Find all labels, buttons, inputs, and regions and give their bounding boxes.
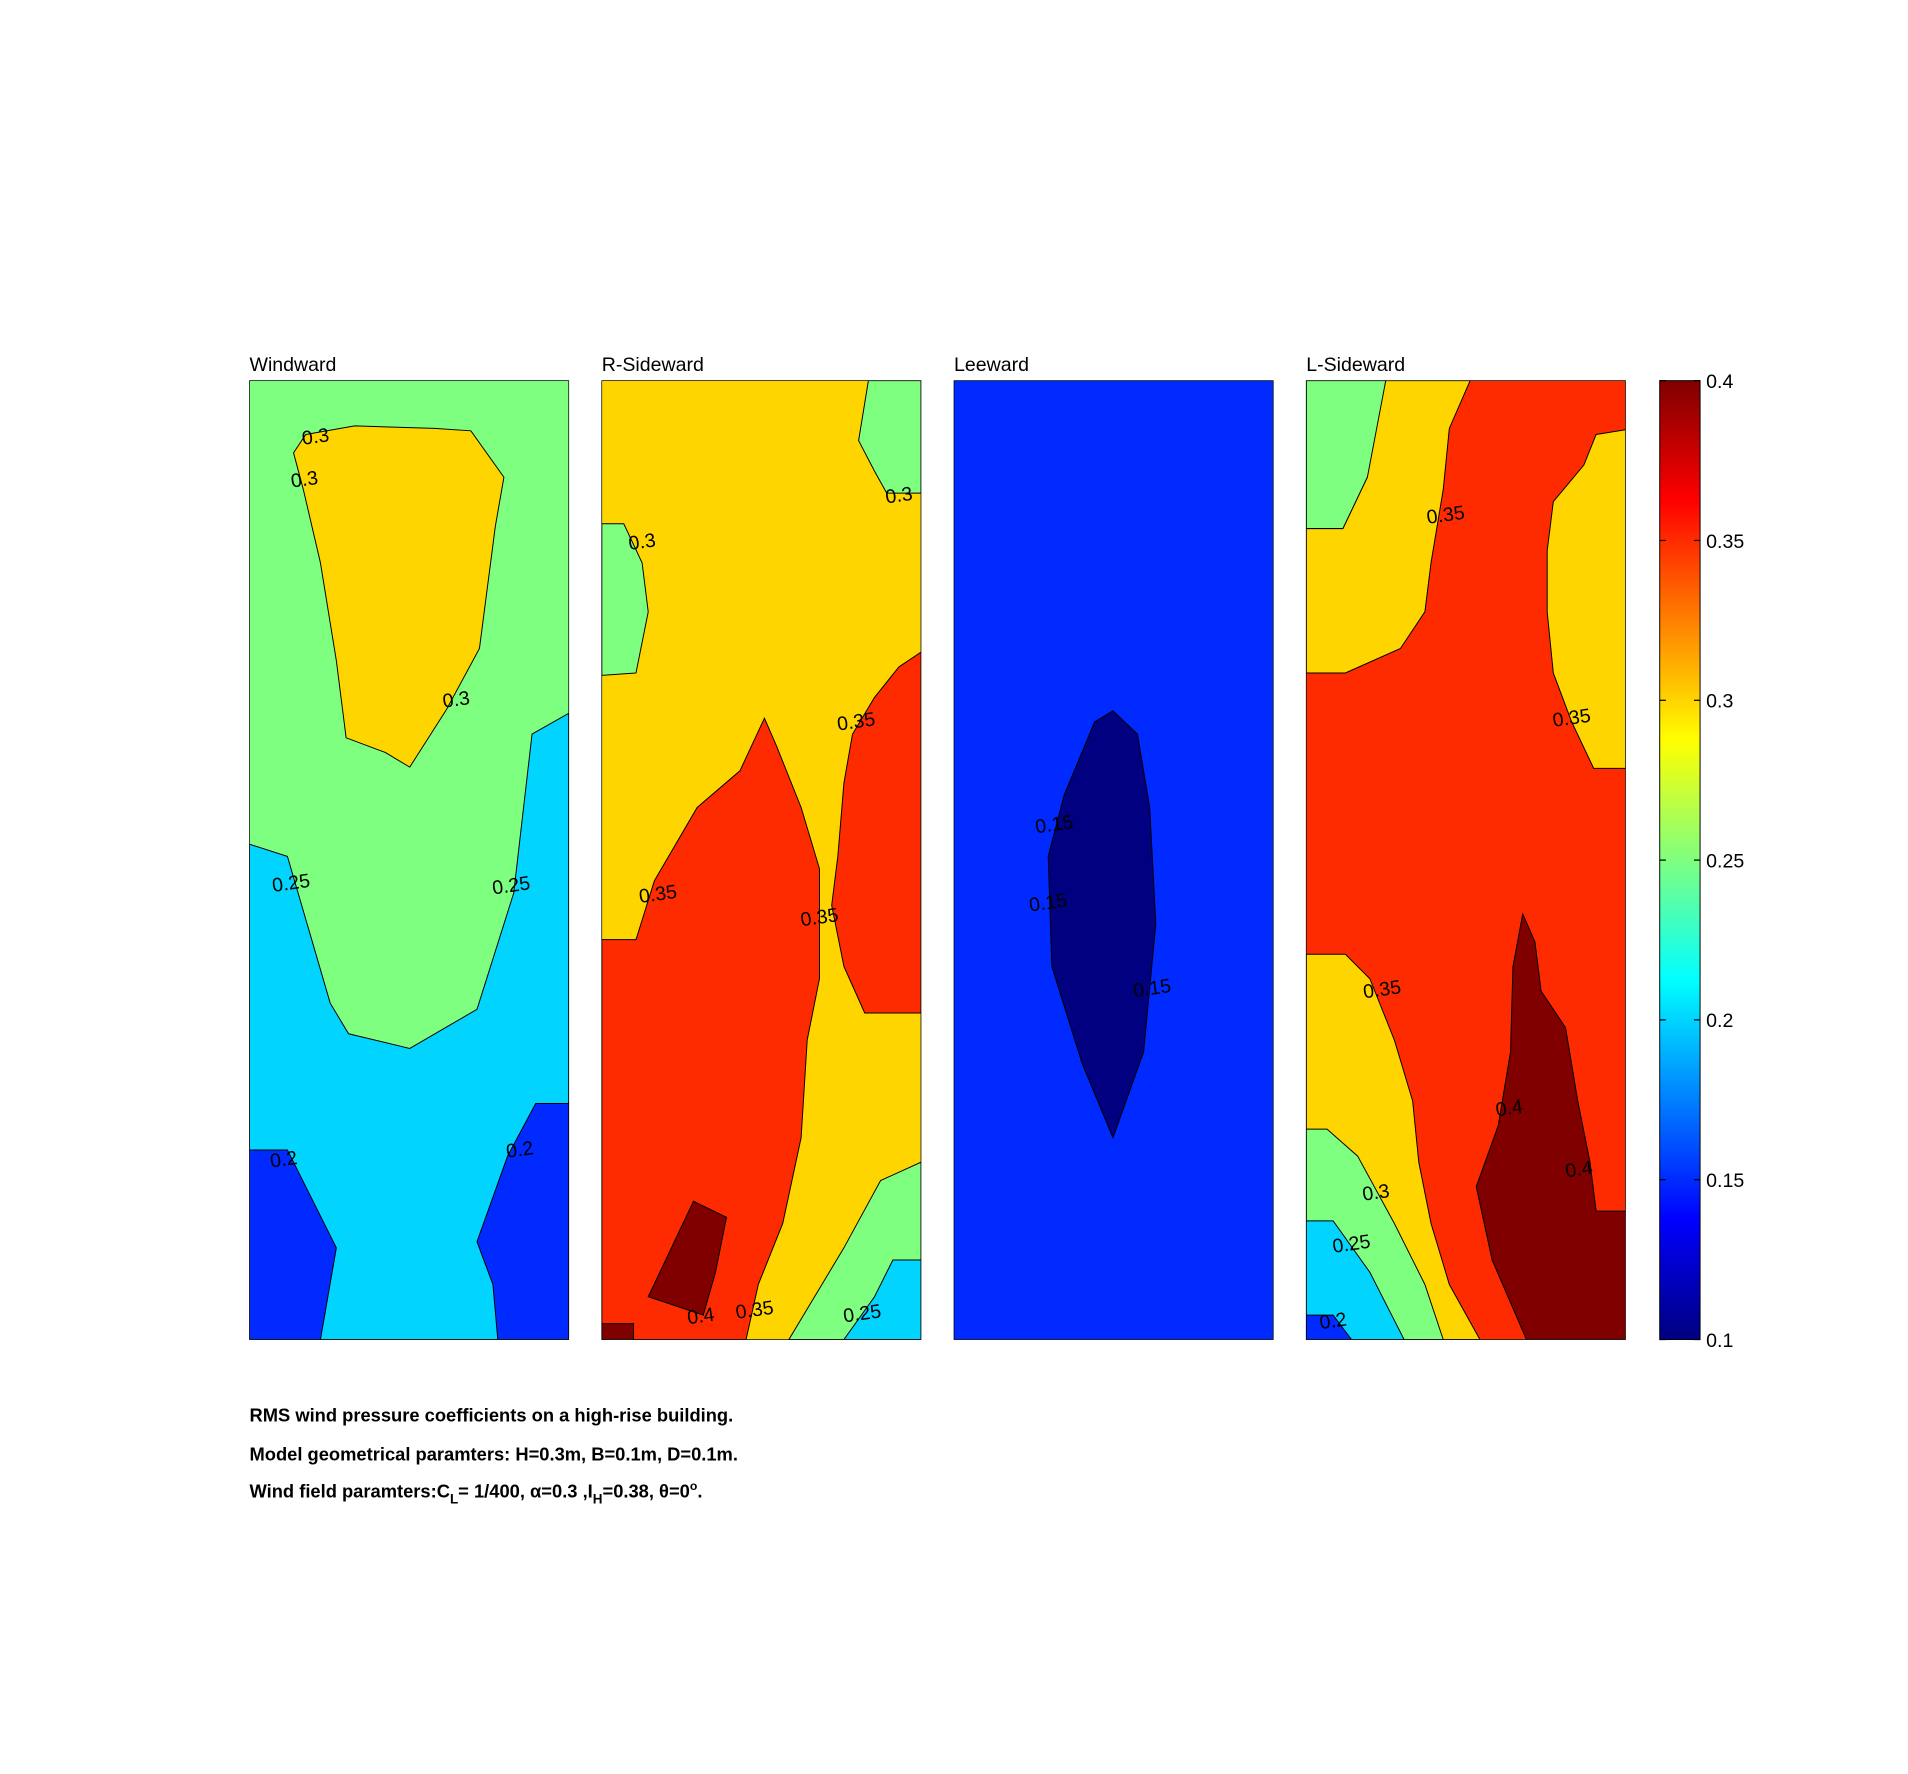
colorbar-tick-label: 0.3 [1706, 691, 1733, 713]
colorbar-tick-label: 0.25 [1706, 850, 1744, 872]
contour-label: 0.4 [1564, 1157, 1594, 1183]
caption-part: = 1/400, α=0.3 ,I [458, 1480, 593, 1501]
contour-label: 0.3 [627, 529, 657, 555]
contour-label: 0.35 [1551, 705, 1592, 732]
contour-panel: Windward 0.3 0.3 0.3 0.25 0.25 0.2 0.2 [249, 354, 570, 1340]
contour-label: 0.3 [290, 467, 320, 493]
contour-region [293, 425, 505, 768]
colorbar-tick-label: 0.1 [1706, 1330, 1733, 1352]
contour-label: 0.15 [1132, 975, 1173, 1002]
caption-part: Wind field paramters:C [250, 1480, 450, 1501]
contour-label: 0.15 [1028, 889, 1069, 916]
caption-line: Model geometrical paramters: H=0.3m, B=0… [250, 1444, 738, 1465]
contour-label: 0.2 [1318, 1309, 1348, 1335]
panel-frame [601, 380, 922, 1340]
contour-region [831, 651, 921, 1014]
contour-label: 0.2 [269, 1147, 299, 1173]
contour-label: 0.25 [842, 1300, 883, 1327]
panel-title: R-Sideward [602, 354, 704, 376]
contour-panel: Leeward 0.15 0.15 0.15 [953, 354, 1274, 1340]
contour-region [1047, 710, 1157, 1140]
panel-title: Leeward [954, 354, 1029, 376]
contour-region [843, 1259, 921, 1340]
contour-region [647, 1200, 728, 1316]
caption-sub: H [593, 1491, 603, 1506]
colorbar-tick-label: 0.4 [1706, 371, 1733, 393]
contour-region [601, 717, 820, 1340]
colorbar-tick-label: 0.2 [1706, 1010, 1733, 1032]
contour-region [476, 1102, 569, 1340]
panel-regions [954, 380, 1274, 1340]
contour-label: 0.35 [734, 1297, 775, 1324]
colorbar-tick-label: 0.15 [1706, 1170, 1744, 1192]
contour-region [601, 1323, 635, 1340]
panel-regions [601, 380, 921, 1340]
contour-region [858, 380, 921, 494]
panel-frame [249, 380, 570, 1340]
panel-frame [1305, 380, 1626, 1340]
contour-region [1306, 1314, 1353, 1340]
caption-part: . [697, 1480, 702, 1501]
contour-panel: R-Sideward 0.3 0.3 0.35 0.35 0.35 0.35 0.4 0.25 [601, 354, 922, 1340]
panel-frame [953, 380, 1274, 1340]
contour-region [1306, 1220, 1405, 1340]
contour-label: 0.25 [491, 872, 532, 899]
contour-region [249, 1149, 337, 1340]
colorbar-tick-label: 0.35 [1706, 531, 1744, 553]
contour-region [601, 523, 649, 676]
panel-title: L-Sideward [1306, 354, 1405, 376]
contour-region [1546, 429, 1626, 769]
contour-label: 0.4 [686, 1304, 716, 1330]
contour-label: 0.15 [1034, 811, 1075, 838]
caption-sub: L [450, 1491, 458, 1506]
contour-label: 0.35 [799, 904, 840, 931]
contour-label: 0.2 [505, 1137, 535, 1163]
contour-region [1475, 912, 1626, 1340]
contour-panel: L-Sideward 0.35 0.35 0.35 0.4 0.4 0.3 0.25 0.2 [1305, 354, 1626, 1340]
panel-regions [249, 380, 569, 1340]
contour-label: 0.35 [1362, 976, 1403, 1003]
caption-line: RMS wind pressure coefficients on a high… [250, 1404, 734, 1425]
panel-regions [1306, 380, 1626, 1340]
panel-title: Windward [250, 354, 337, 376]
caption-sup: o [690, 1479, 697, 1493]
contour-label: 0.35 [1425, 502, 1466, 529]
contour-label: 0.3 [301, 424, 331, 450]
caption-part: =0.38, θ=0 [602, 1480, 689, 1501]
colorbar [1659, 380, 1701, 1341]
contour-label: 0.35 [638, 881, 679, 908]
contour-label: 0.25 [1331, 1231, 1372, 1258]
contour-label: 0.25 [271, 870, 312, 897]
contour-label: 0.3 [884, 483, 914, 509]
contour-label: 0.35 [836, 708, 877, 735]
contour-region [1306, 380, 1471, 674]
contour-label: 0.3 [1361, 1180, 1391, 1206]
contour-region [249, 712, 569, 1340]
contour-label: 0.4 [1494, 1096, 1524, 1122]
contour-label: 0.3 [441, 687, 471, 713]
caption-line: Wind field paramters:CL= 1/400, α=0.3 ,I… [250, 1479, 703, 1506]
